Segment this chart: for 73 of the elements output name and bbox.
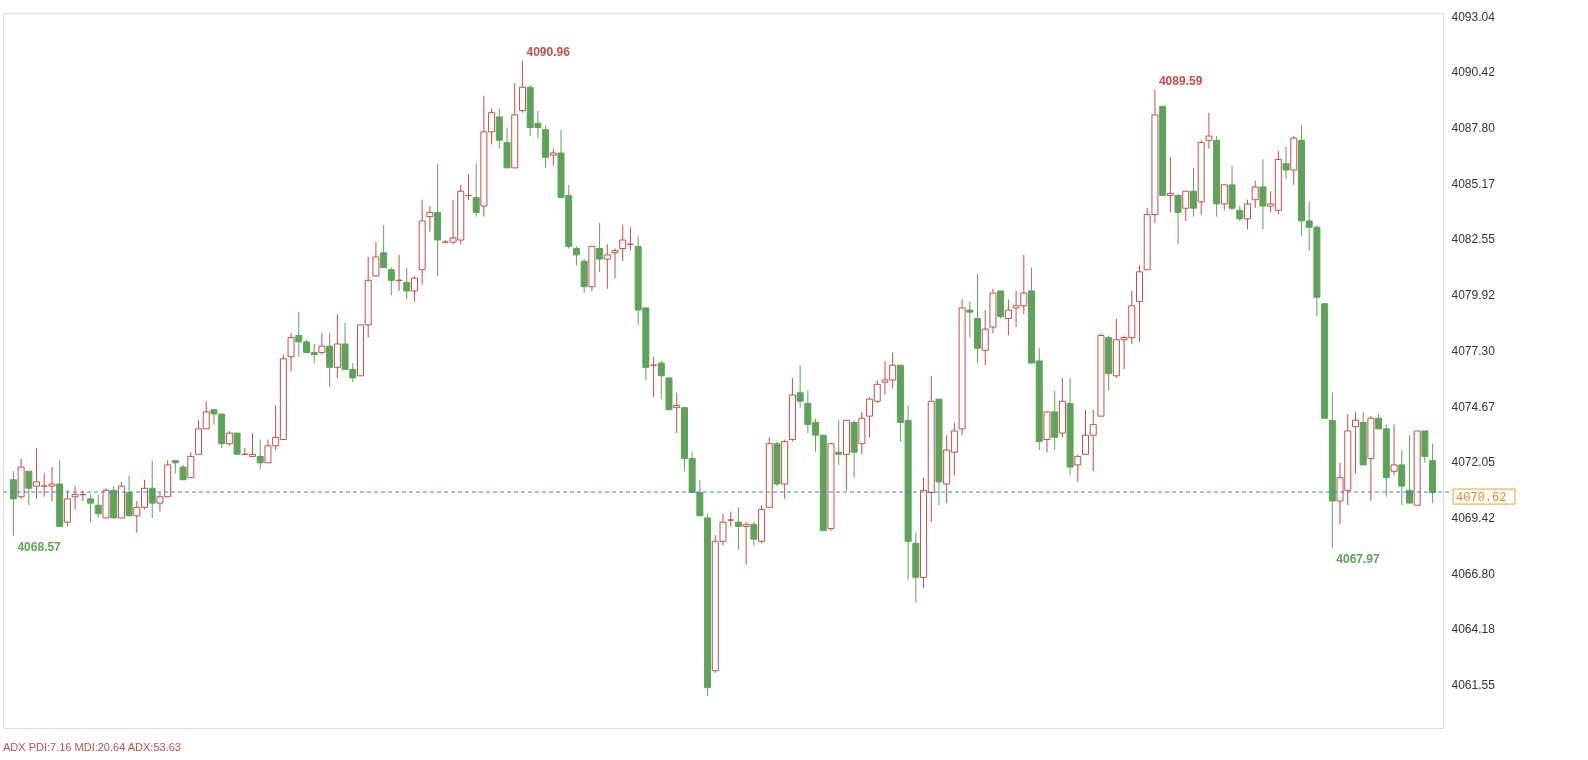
annotation: 4067.97	[1336, 552, 1381, 567]
candlestick	[981, 309, 989, 366]
candlestick	[1282, 146, 1290, 179]
candlestick	[333, 313, 341, 379]
candlestick	[1190, 167, 1197, 218]
y-tick-label: 4061.55	[1451, 678, 1496, 693]
candlestick	[657, 360, 665, 400]
candlestick	[148, 460, 156, 519]
candlestick	[835, 419, 843, 466]
candlestick	[380, 224, 388, 269]
candlestick	[1251, 180, 1259, 209]
candlestick	[1405, 434, 1413, 504]
candlestick	[696, 479, 704, 517]
candlestick	[387, 267, 395, 296]
candlestick	[287, 332, 295, 373]
candlestick	[742, 521, 750, 566]
candlestick	[1166, 156, 1174, 213]
candlestick	[1390, 424, 1398, 477]
y-tick-label: 4082.55	[1451, 232, 1496, 247]
candlestick	[1243, 199, 1251, 230]
candlestick	[734, 506, 742, 551]
candlestick	[410, 275, 418, 303]
ref-line-label: 4070.62	[1456, 491, 1507, 506]
y-tick-label: 4093.04	[1451, 9, 1496, 24]
candlestick	[495, 107, 503, 150]
candlestick	[326, 332, 334, 387]
candlestick	[1182, 190, 1190, 222]
y-tick-label: 4077.30	[1451, 343, 1496, 358]
y-tick-label: 4069.42	[1451, 511, 1496, 526]
candlestick	[1004, 298, 1012, 336]
text: ADX PDI:7.16 MDI:20.64 ADX:53.63	[3, 741, 181, 753]
candlestick	[472, 163, 480, 218]
candlestick	[187, 451, 195, 479]
y-tick-label: 4064.18	[1451, 622, 1496, 637]
candlestick	[94, 494, 102, 519]
candlestick	[256, 438, 264, 470]
candlestick	[603, 243, 611, 290]
candlestick	[87, 494, 95, 523]
candlestick	[1398, 449, 1406, 506]
annotation: 4089.59	[1158, 73, 1203, 88]
annotation: 4090.96	[526, 44, 571, 59]
candlestick	[796, 364, 804, 409]
y-tick-label: 4085.17	[1451, 176, 1496, 191]
candlestick	[9, 470, 17, 537]
y-tick-label: 4074.67	[1451, 399, 1496, 414]
candlestick	[318, 332, 326, 356]
candlestick	[1259, 158, 1267, 230]
candlestick	[750, 521, 758, 547]
y-tick-label: 4072.05	[1451, 455, 1496, 470]
candlestick	[233, 432, 241, 455]
candlestick	[518, 60, 526, 114]
candlestick	[1351, 411, 1359, 474]
annotation: 4068.57	[17, 539, 62, 554]
candlestick	[1220, 184, 1228, 211]
y-tick-label: 4090.42	[1451, 65, 1496, 80]
candlestick	[25, 470, 33, 506]
candlestick	[611, 248, 619, 279]
candlestick	[1074, 453, 1082, 483]
candlestick	[63, 489, 71, 527]
candlestick	[125, 475, 133, 517]
candlestick	[1174, 192, 1182, 245]
candlestick	[673, 392, 681, 434]
candlestick	[966, 301, 974, 339]
y-tick-label: 4087.80	[1451, 121, 1496, 136]
candlestick	[403, 267, 411, 300]
y-tick-label: 4079.92	[1451, 288, 1496, 303]
candlestick	[572, 245, 580, 266]
candlestick	[1228, 165, 1236, 211]
y-tick-label: 4066.80	[1451, 566, 1496, 581]
candlestick	[372, 241, 380, 277]
candlestick	[426, 205, 434, 233]
candlestick	[1205, 112, 1213, 150]
candlestick	[596, 222, 604, 273]
